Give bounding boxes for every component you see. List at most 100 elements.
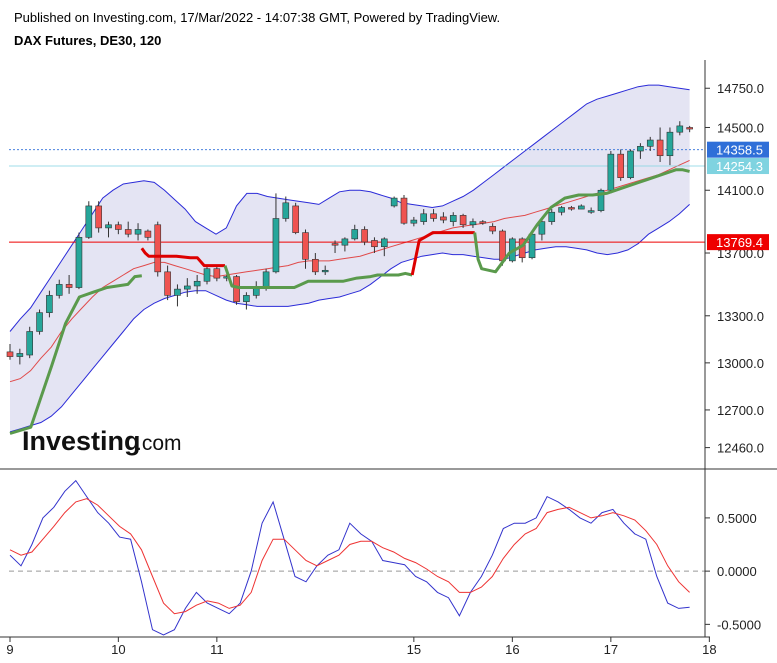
- candle-body: [233, 276, 240, 302]
- candle-body: [380, 238, 388, 248]
- bollinger-basis: [9, 159, 690, 383]
- candle-body: [410, 219, 418, 224]
- candle-body: [499, 230, 506, 262]
- candle-body: [302, 232, 309, 260]
- candle-body: [272, 218, 280, 273]
- candle-body: [174, 288, 181, 296]
- candle-body: [676, 125, 684, 133]
- band-fill: [10, 85, 690, 432]
- supertrend-segment: [410, 231, 475, 276]
- candle-body: [646, 139, 654, 147]
- candle-body: [637, 146, 644, 152]
- osc-y-tick-label: 0.5000: [717, 511, 757, 526]
- y-tick-label: 13300.0: [717, 309, 764, 324]
- candle-body: [193, 280, 201, 287]
- candle-body: [459, 215, 467, 226]
- x-tick-label: 9: [6, 642, 13, 657]
- candle-body: [282, 202, 290, 219]
- y-tick-label: 14750.0: [717, 81, 764, 96]
- candle-body: [55, 284, 63, 296]
- candle-body: [6, 351, 14, 357]
- symbol-title: DAX Futures, DE30, 120: [14, 33, 162, 48]
- candle-body: [164, 271, 171, 296]
- y-tick-label: 12700.0: [717, 403, 764, 418]
- stochastic-panel: [9, 479, 705, 636]
- price-tag-label: 14358.5: [716, 143, 763, 158]
- osc-y-tick-label: 0.0000: [717, 564, 757, 579]
- candle-body: [36, 312, 43, 332]
- supertrend-segment: [223, 265, 413, 289]
- candle-body: [203, 268, 211, 282]
- x-tick-label: 10: [111, 642, 125, 657]
- candle-body: [331, 243, 339, 246]
- x-tick-label: 16: [505, 642, 519, 657]
- candle-body: [134, 229, 142, 235]
- price-tag: [707, 141, 769, 158]
- y-tick-label: 14500.0: [717, 120, 764, 135]
- price-level-lines: [9, 149, 705, 243]
- candle-body: [656, 139, 664, 157]
- candle-body: [548, 211, 556, 222]
- candle-body: [26, 331, 34, 356]
- candlestick-series: [6, 121, 693, 365]
- candle-body: [292, 205, 299, 233]
- candle-body: [627, 150, 634, 178]
- candle-body: [597, 189, 605, 211]
- candle-body: [115, 224, 122, 230]
- candle-body: [154, 224, 162, 273]
- candle-body: [568, 207, 575, 210]
- investing-logo: Investing .com: [22, 426, 182, 456]
- candle-body: [75, 237, 83, 288]
- candle-body: [95, 205, 102, 229]
- candle-body: [371, 240, 378, 248]
- candle-body: [144, 230, 152, 238]
- candle-body: [46, 295, 53, 313]
- candle-body: [85, 205, 93, 238]
- band-upper: [9, 84, 690, 332]
- candle-body: [16, 353, 24, 357]
- supertrend-segment: [140, 247, 225, 268]
- band-lower: [9, 204, 690, 433]
- bollinger-band: [9, 84, 690, 433]
- candle-body: [262, 271, 270, 288]
- candle-body: [400, 197, 408, 224]
- candle-body: [351, 229, 359, 240]
- band-basis: [9, 159, 690, 383]
- price-tag-label: 13769.4: [716, 235, 763, 250]
- candle-body: [469, 221, 477, 226]
- x-tick-label: 15: [407, 642, 421, 657]
- candle-body: [213, 268, 221, 279]
- x-tick-label: 11: [210, 642, 224, 657]
- candle-body: [65, 284, 73, 288]
- candle-body: [607, 153, 615, 191]
- x-tick-label: 18: [702, 642, 716, 657]
- candle-body: [617, 153, 625, 178]
- candle-body: [479, 221, 487, 224]
- y-tick-label: 13000.0: [717, 356, 764, 371]
- stoch-k-line: [9, 479, 690, 636]
- price-tag: [707, 158, 769, 175]
- price-tag-label: 14254.3: [716, 159, 763, 174]
- candle-body: [420, 213, 428, 222]
- candle-body: [105, 224, 112, 229]
- candle-body: [449, 215, 457, 222]
- supertrend-line: [9, 168, 690, 435]
- candle-body: [312, 258, 319, 273]
- candle-body: [321, 269, 329, 273]
- y-tick-label: 12460.0: [717, 441, 764, 456]
- candle-body: [341, 238, 349, 246]
- candle-body: [361, 229, 368, 243]
- candle-body: [124, 229, 132, 235]
- logo-brand: Investing: [22, 426, 141, 456]
- x-tick-label: 17: [604, 642, 618, 657]
- candle-body: [184, 285, 191, 290]
- candle-body: [577, 205, 585, 210]
- candle-body: [430, 213, 437, 219]
- osc-y-tick-label: -0.5000: [717, 617, 761, 632]
- stoch-d-line: [9, 498, 690, 615]
- candle-body: [489, 226, 496, 232]
- candle-body: [390, 197, 398, 207]
- supertrend-segment: [9, 274, 142, 435]
- supertrend-segment: [473, 168, 690, 274]
